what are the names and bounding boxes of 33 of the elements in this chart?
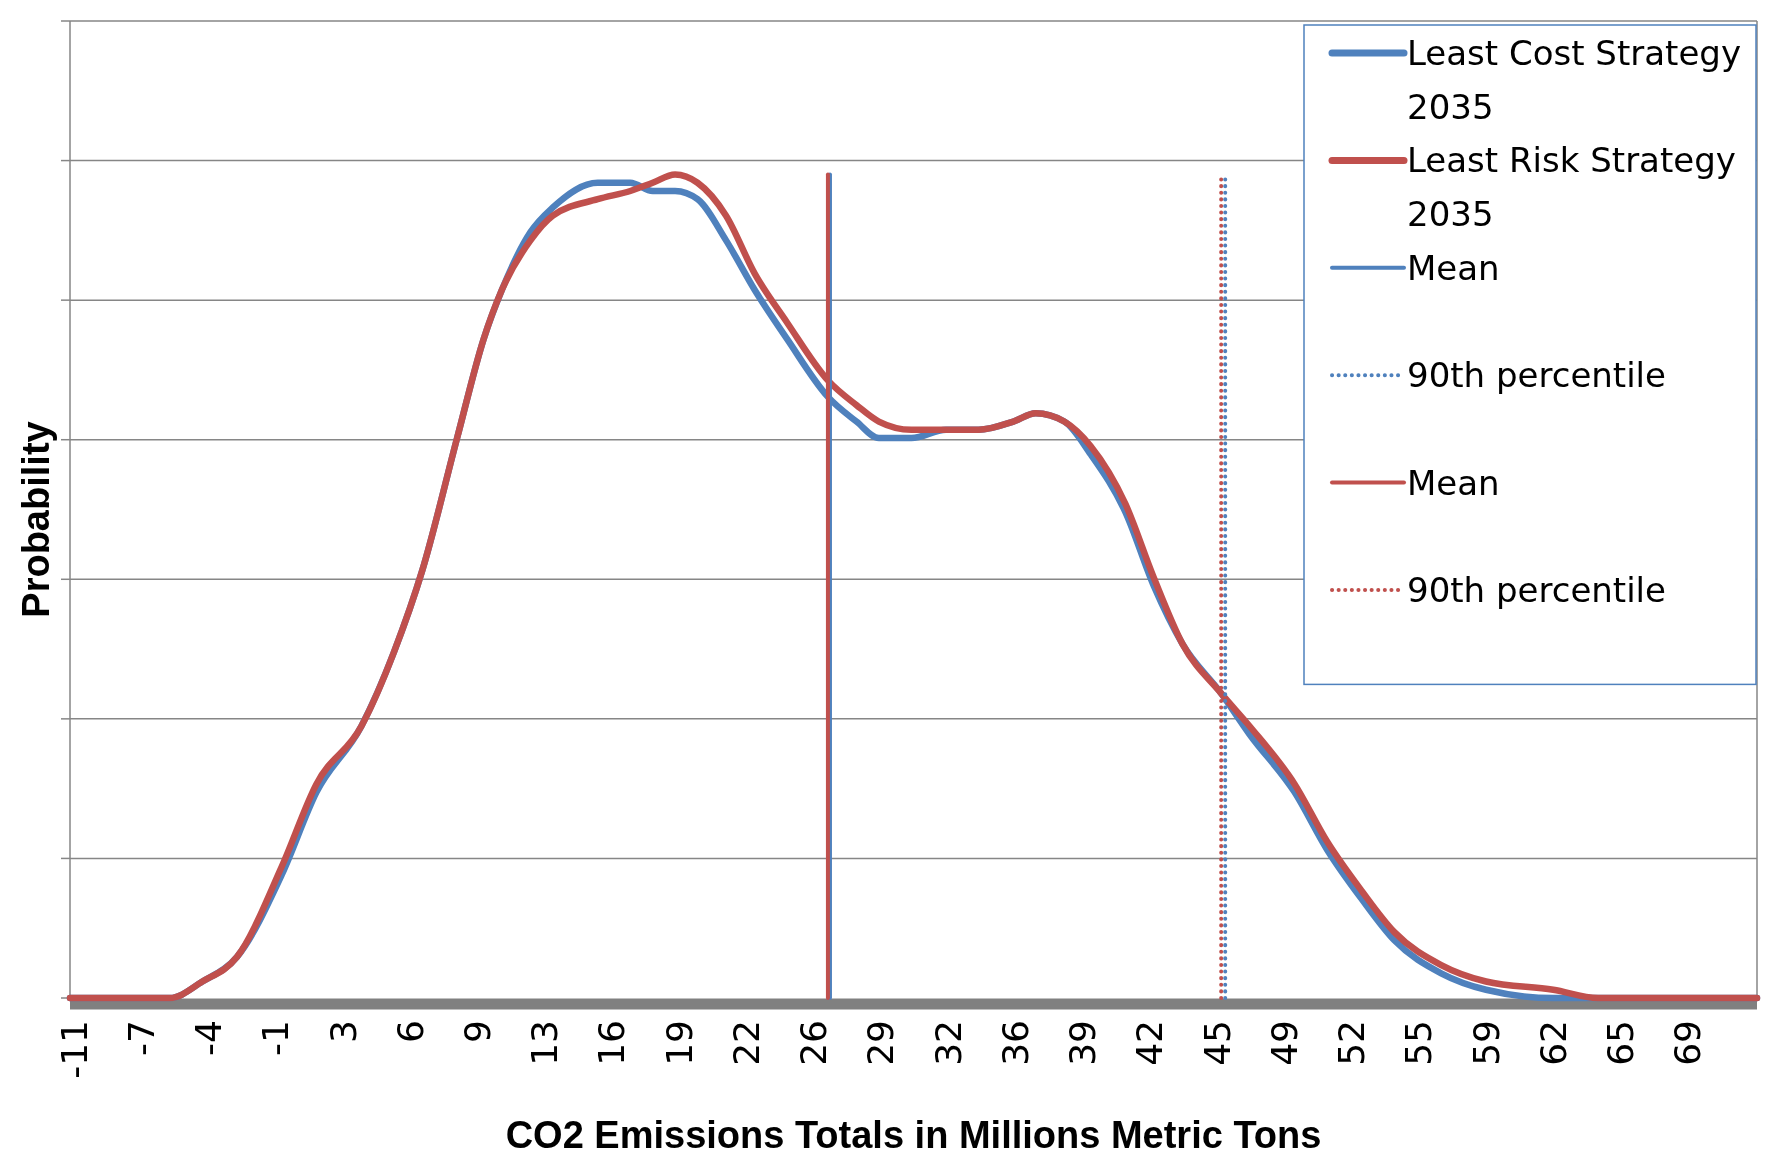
x-tick-label: 39 bbox=[1062, 1020, 1104, 1066]
x-tick-label: 59 bbox=[1465, 1020, 1507, 1066]
x-tick-label: -11 bbox=[53, 1020, 95, 1079]
legend-label: Least Cost Strategy 2035 bbox=[1407, 33, 1742, 127]
x-tick-label: 26 bbox=[793, 1020, 835, 1066]
x-tick-label: 49 bbox=[1263, 1020, 1305, 1066]
x-tick-label: 62 bbox=[1532, 1020, 1574, 1066]
x-tick-label: 32 bbox=[927, 1020, 969, 1066]
legend-label: Mean bbox=[1407, 462, 1500, 503]
legend-label: Mean bbox=[1407, 247, 1500, 288]
x-tick-label: 45 bbox=[1196, 1020, 1238, 1066]
x-tick-label: 29 bbox=[860, 1020, 902, 1066]
x-tick-label: 16 bbox=[591, 1020, 633, 1066]
legend-label: 90th percentile bbox=[1407, 355, 1666, 396]
x-tick-label: 6 bbox=[389, 1020, 431, 1043]
x-tick-label: -1 bbox=[255, 1020, 297, 1056]
x-axis-title: CO2 Emissions Totals in Millions Metric Tons bbox=[505, 1114, 1322, 1156]
x-tick-label: 19 bbox=[658, 1020, 700, 1066]
legend-label: 90th percentile bbox=[1407, 570, 1666, 610]
x-tick-label: -4 bbox=[188, 1020, 230, 1056]
legend-label: Least Risk Strategy 2035 bbox=[1407, 140, 1736, 235]
x-tick-label: -7 bbox=[120, 1020, 162, 1056]
x-tick-label: 3 bbox=[322, 1020, 364, 1043]
x-tick-label: 9 bbox=[456, 1020, 498, 1043]
y-axis-title: Probability bbox=[15, 421, 57, 618]
x-tick-label: 55 bbox=[1398, 1020, 1440, 1066]
x-tick-label: 52 bbox=[1331, 1020, 1373, 1066]
x-tick-label: 69 bbox=[1667, 1020, 1709, 1066]
x-tick-label: 42 bbox=[1129, 1020, 1171, 1066]
x-tick-label: 22 bbox=[725, 1020, 767, 1066]
x-tick-label: 65 bbox=[1599, 1020, 1641, 1066]
x-tick-label: 36 bbox=[994, 1020, 1036, 1066]
x-tick-label: 13 bbox=[524, 1020, 566, 1066]
